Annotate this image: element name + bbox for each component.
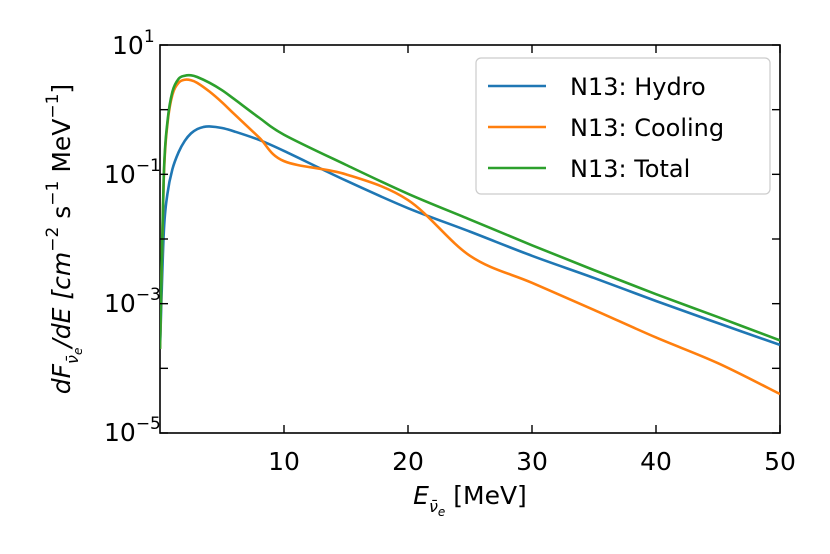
series-line-hydro	[160, 125, 780, 349]
y-tick-label: 10−3	[104, 285, 161, 318]
series-line-total	[160, 73, 780, 349]
y-tick-label: 10−1	[104, 156, 161, 189]
x-tick-label: 50	[764, 447, 796, 476]
legend-box	[475, 57, 771, 195]
x-tick-label: 40	[640, 447, 672, 476]
legend-label-cooling: N13: Cooling	[570, 114, 724, 142]
x-axis-label: Eν̄e [MeV]	[413, 481, 527, 519]
x-tick-label: 10	[268, 447, 300, 476]
legend-label-total: N13: Total	[570, 155, 690, 183]
y-axis-label: dFν̄e/dE [cm−2 s−1 MeV−1]	[43, 84, 85, 394]
y-tick-label: 101	[112, 27, 155, 60]
legend-label-hydro: N13: Hydro	[570, 73, 706, 101]
x-tick-label: 20	[392, 447, 424, 476]
y-tick-label: 10−5	[104, 414, 161, 447]
x-tick-label: 30	[516, 447, 548, 476]
legend: N13: Hydro N13: Cooling N13: Total	[475, 57, 771, 195]
